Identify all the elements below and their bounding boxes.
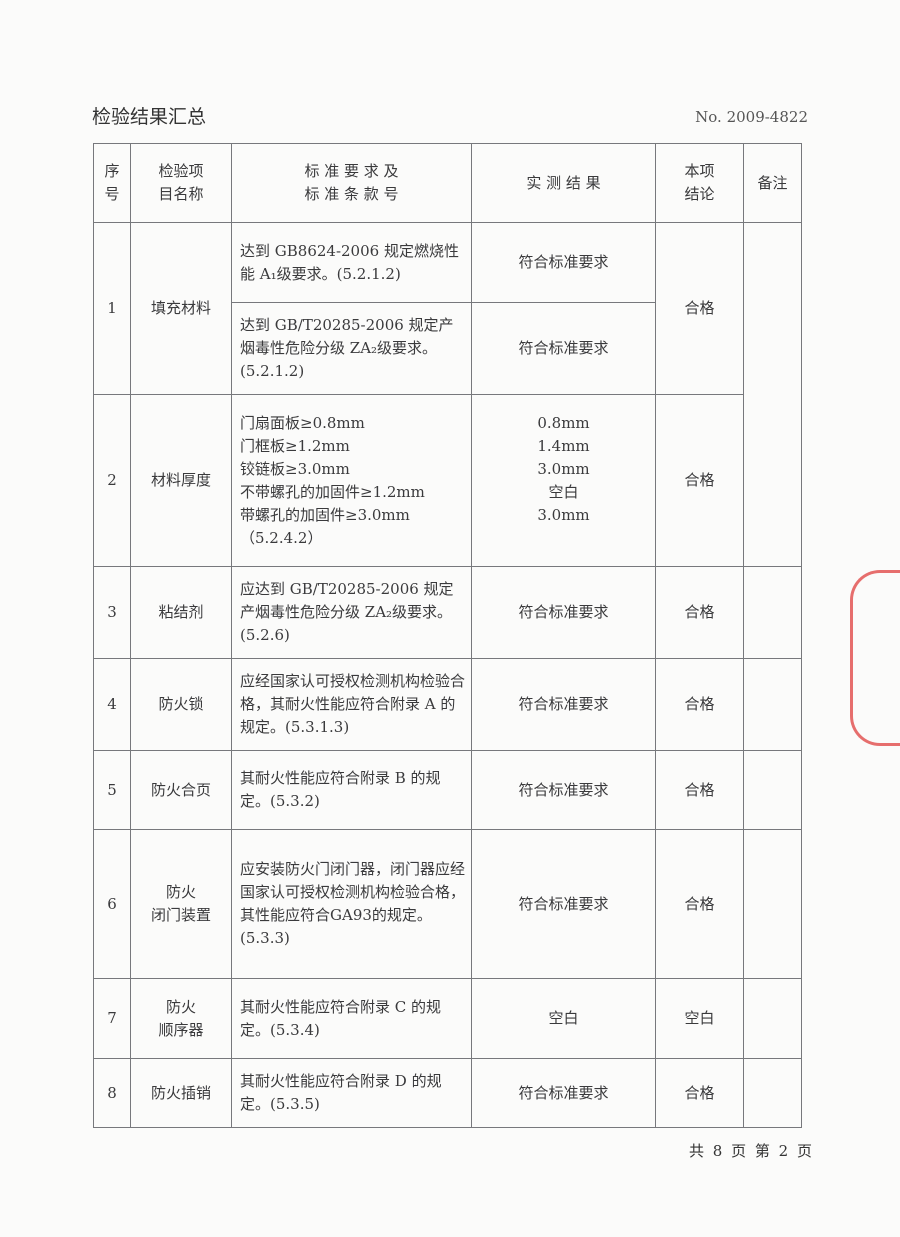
- table-row: 达到 GB/T20285-2006 规定产烟毒性危险分级 ZA₂级要求。(5.2…: [94, 302, 802, 395]
- item: 防火插销: [130, 1058, 232, 1128]
- document-number: No. 2009-4822: [695, 108, 808, 126]
- table-row: 2 材料厚度 门扇面板≥0.8mm 门框板≥1.2mm 铰链板≥3.0mm 不带螺孔的…: [93, 394, 802, 567]
- seq: 2: [93, 394, 131, 567]
- conclusion: 合格: [655, 658, 744, 751]
- remark: [743, 978, 802, 1059]
- results-table: 序号 检验项 目名称 标 准 要 求 及标 准 条 款 号 实 测 结 果 本项结…: [93, 143, 802, 1128]
- standard: 应达到 GB/T20285-2006 规定产烟毒性危险分级 ZA₂级要求。(5.…: [231, 566, 472, 659]
- col-conclusion: 本项 结论: [655, 143, 744, 223]
- result: 0.8mm 1.4mm 3.0mm 空白 3.0mm: [471, 394, 656, 567]
- seq: 1: [93, 222, 131, 395]
- item: 防火 顺序器: [130, 978, 232, 1059]
- conclusion: 合格: [655, 1058, 744, 1128]
- seq: 7: [93, 978, 131, 1059]
- result: 符合标准要求: [471, 829, 656, 979]
- item: 填充材料: [130, 222, 232, 395]
- conclusion: 合格: [655, 566, 744, 659]
- conclusion: 合格: [655, 222, 744, 395]
- col-seq: 序号: [93, 143, 131, 223]
- result: 符合标准要求: [471, 222, 656, 303]
- table-row: 7 防火 顺序器 其耐火性能应符合附录 C 的规定。(5.3.4) 空白 空白: [93, 978, 802, 1059]
- col-standard: 标 准 要 求 及标 准 条 款 号: [231, 143, 472, 223]
- conclusion: 合格: [655, 394, 744, 567]
- standard: 应安装防火门闭门器，闭门器应经国家认可授权检测机构检验合格，其性能应符合GA93…: [231, 829, 472, 979]
- standard: 其耐火性能应符合附录 C 的规定。(5.3.4): [231, 978, 472, 1059]
- conclusion: 合格: [655, 829, 744, 979]
- remark: [743, 566, 802, 659]
- item: 粘结剂: [130, 566, 232, 659]
- standard: 达到 GB8624-2006 规定燃烧性能 A₁级要求。(5.2.1.2): [231, 222, 472, 303]
- conclusion: 合格: [655, 750, 744, 830]
- seq: 3: [93, 566, 131, 659]
- remark: [743, 829, 802, 979]
- item: 防火合页: [130, 750, 232, 830]
- seq: 8: [93, 1058, 131, 1128]
- result: 符合标准要求: [471, 750, 656, 830]
- table-row: 6 防火 闭门装置 应安装防火门闭门器，闭门器应经国家认可授权检测机构检验合格，其…: [93, 829, 802, 979]
- remark: [743, 658, 802, 751]
- page-indicator: 共 8 页 第 2 页: [689, 1142, 812, 1160]
- seq: 5: [93, 750, 131, 830]
- col-result: 实 测 结 果: [471, 143, 656, 223]
- table-row: 4 防火锁 应经国家认可授权检测机构检验合格，其耐火性能应符合附录 A 的规定。…: [93, 658, 802, 751]
- standard: 其耐火性能应符合附录 B 的规定。(5.3.2): [231, 750, 472, 830]
- result: 符合标准要求: [471, 658, 656, 751]
- conclusion: 空白: [655, 978, 744, 1059]
- result: 空白: [471, 978, 656, 1059]
- col-remark: 备注: [743, 143, 802, 223]
- standard: 达到 GB/T20285-2006 规定产烟毒性危险分级 ZA₂级要求。(5.2…: [231, 302, 472, 395]
- table-row: 8 防火插销 其耐火性能应符合附录 D 的规定。(5.3.5) 符合标准要求 合…: [93, 1058, 802, 1128]
- table-row: 1 填充材料 达到 GB8624-2006 规定燃烧性能 A₁级要求。(5.2.…: [93, 222, 802, 567]
- result: 符合标准要求: [471, 302, 656, 395]
- item: 防火 闭门装置: [130, 829, 232, 979]
- table-row: 5 防火合页 其耐火性能应符合附录 B 的规定。(5.3.2) 符合标准要求 合…: [93, 750, 802, 830]
- remark: [743, 222, 802, 567]
- remark: [743, 750, 802, 830]
- page-title: 检验结果汇总: [92, 106, 207, 128]
- standard: 应经国家认可授权检测机构检验合格，其耐火性能应符合附录 A 的规定。(5.3.1…: [231, 658, 472, 751]
- item: 材料厚度: [130, 394, 232, 567]
- result: 符合标准要求: [471, 1058, 656, 1128]
- item: 防火锁: [130, 658, 232, 751]
- red-stamp-partial: [850, 570, 900, 746]
- remark: [743, 1058, 802, 1128]
- standard: 其耐火性能应符合附录 D 的规定。(5.3.5): [231, 1058, 472, 1128]
- result: 符合标准要求: [471, 566, 656, 659]
- seq: 4: [93, 658, 131, 751]
- header-row: 序号 检验项 目名称 标 准 要 求 及标 准 条 款 号 实 测 结 果 本项结…: [93, 143, 802, 223]
- col-item: 检验项 目名称: [130, 143, 232, 223]
- table-row: 3 粘结剂 应达到 GB/T20285-2006 规定产烟毒性危险分级 ZA₂级…: [93, 566, 802, 659]
- seq: 6: [93, 829, 131, 979]
- standard: 门扇面板≥0.8mm 门框板≥1.2mm 铰链板≥3.0mm 不带螺孔的加固件≥1.2…: [231, 394, 472, 567]
